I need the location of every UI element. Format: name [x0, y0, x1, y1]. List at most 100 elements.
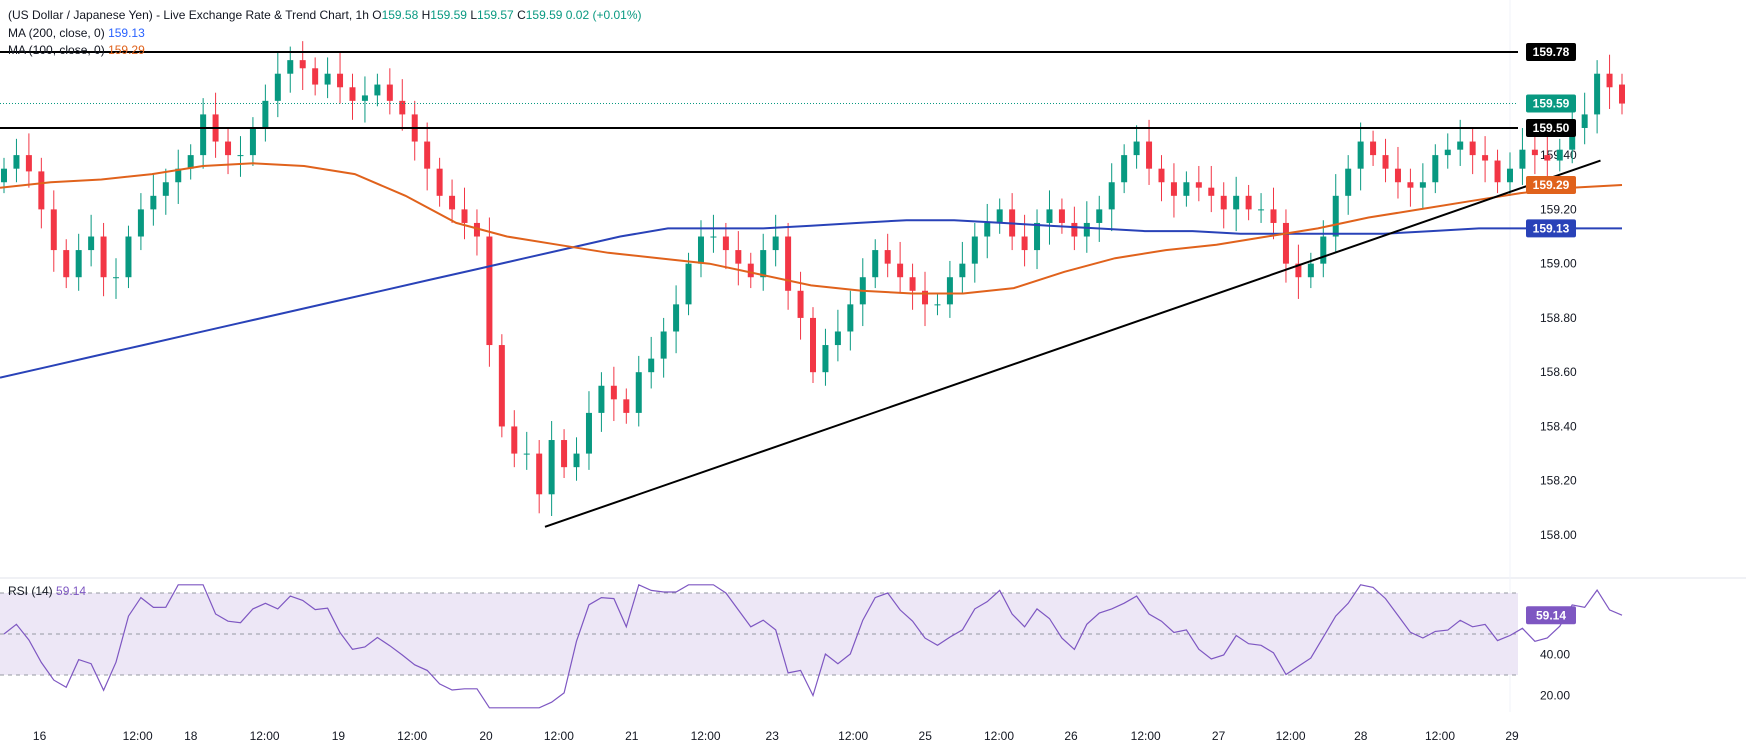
candle-107	[1332, 195, 1339, 237]
candle-49	[610, 385, 617, 400]
y-tick-label-3: 158.80	[1540, 311, 1577, 325]
candle-70	[872, 250, 879, 278]
candle-46	[573, 453, 580, 468]
y-tick-label-2: 159.00	[1540, 257, 1577, 271]
candles	[1, 41, 1625, 517]
ohlc-high-label: H	[421, 8, 431, 22]
ma100-line	[0, 162, 1623, 295]
candle-57	[710, 236, 717, 238]
candle-44	[548, 440, 555, 495]
x-tick-label-1: 12:00	[123, 729, 153, 743]
ma100-legend-value: 159.29	[108, 43, 145, 57]
x-tick-label-0: 16	[33, 729, 47, 743]
ohlc-close-label: C	[517, 8, 526, 22]
x-tick-label-12: 25	[919, 729, 933, 743]
candle-126	[1569, 127, 1576, 150]
ohlc-close-value: 159.59	[525, 8, 563, 22]
x-tick-label-4: 19	[332, 729, 346, 743]
symbol-title: (US Dollar / Japanese Yen) - Live Exchan…	[8, 8, 369, 22]
candle-95	[1183, 182, 1190, 196]
candle-109	[1357, 141, 1364, 169]
rsi-legend[interactable]: RSI (14) 59.14	[8, 584, 86, 598]
candle-60	[747, 263, 754, 278]
ohlc-low-value: 159.57	[477, 8, 514, 22]
candle-7	[88, 236, 95, 251]
ma200-legend-label: MA (200, close, 0)	[8, 26, 105, 40]
candle-1	[13, 155, 20, 169]
candle-130	[1619, 84, 1625, 104]
candle-78	[971, 236, 978, 264]
candle-127	[1581, 114, 1588, 128]
candle-68	[847, 304, 854, 332]
candle-51	[635, 372, 642, 413]
candle-58	[722, 236, 729, 251]
candle-14	[175, 168, 182, 183]
candle-114	[1419, 182, 1426, 188]
ma100-legend[interactable]: MA (100, close, 0) 159.29	[8, 43, 145, 57]
candle-116	[1444, 149, 1451, 156]
candle-41	[511, 426, 518, 454]
candle-45	[561, 440, 568, 468]
x-tick-label-2: 18	[184, 729, 198, 743]
ma200-legend[interactable]: MA (200, close, 0) 159.13	[8, 26, 145, 40]
price-badge-ma100-text: 159.29	[1533, 178, 1570, 192]
candle-34	[424, 141, 431, 169]
candle-77	[959, 263, 966, 278]
candle-71	[884, 250, 891, 264]
candle-117	[1457, 141, 1464, 150]
candle-73	[909, 277, 916, 291]
candle-72	[897, 263, 904, 278]
ma200-line	[0, 219, 1622, 379]
candle-65	[810, 317, 816, 373]
candle-13	[162, 182, 169, 196]
candle-50	[623, 399, 630, 413]
y-tick-label-7: 158.00	[1540, 528, 1577, 542]
candle-82	[1021, 236, 1028, 251]
ma100-legend-label: MA (100, close, 0)	[8, 43, 105, 57]
candle-43	[536, 453, 543, 495]
candle-106	[1320, 236, 1327, 264]
candle-55	[685, 263, 692, 305]
candle-110	[1370, 141, 1377, 156]
candle-102	[1270, 209, 1277, 223]
candle-6	[75, 250, 82, 278]
candle-96	[1195, 182, 1202, 188]
x-tick-label-6: 20	[479, 729, 493, 743]
x-tick-label-17: 12:00	[1276, 729, 1306, 743]
candle-3	[38, 171, 45, 210]
candle-12	[150, 195, 157, 210]
candle-83	[1034, 222, 1041, 251]
candle-24	[299, 60, 306, 69]
candle-121	[1506, 168, 1513, 183]
candle-48	[598, 385, 605, 413]
candle-64	[797, 290, 804, 318]
rsi-legend-value: 59.14	[56, 584, 87, 598]
candle-108	[1345, 168, 1352, 196]
candle-23	[287, 60, 294, 74]
x-tick-label-3: 12:00	[250, 729, 280, 743]
candle-52	[648, 358, 655, 373]
candle-123	[1531, 149, 1538, 156]
ohlc-high-value: 159.59	[430, 8, 467, 22]
candle-0	[1, 168, 7, 183]
candle-89	[1108, 182, 1115, 210]
candle-61	[760, 250, 767, 278]
rsi-line	[3, 583, 1623, 709]
candle-35	[436, 168, 443, 196]
candle-115	[1432, 155, 1439, 183]
candle-122	[1519, 149, 1526, 169]
price-badge-support	[1526, 118, 1576, 137]
price-badge-resistance-text: 159.78	[1533, 45, 1570, 59]
candle-16	[200, 114, 207, 156]
candle-128	[1594, 73, 1601, 115]
candle-29	[361, 95, 368, 101]
candle-98	[1220, 195, 1227, 210]
candle-10	[125, 236, 132, 278]
x-tick-label-16: 27	[1212, 729, 1226, 743]
x-tick-label-5: 12:00	[397, 729, 427, 743]
candle-80	[996, 209, 1003, 223]
candle-31	[386, 84, 393, 101]
candle-99	[1233, 195, 1240, 210]
candle-103	[1282, 222, 1289, 264]
